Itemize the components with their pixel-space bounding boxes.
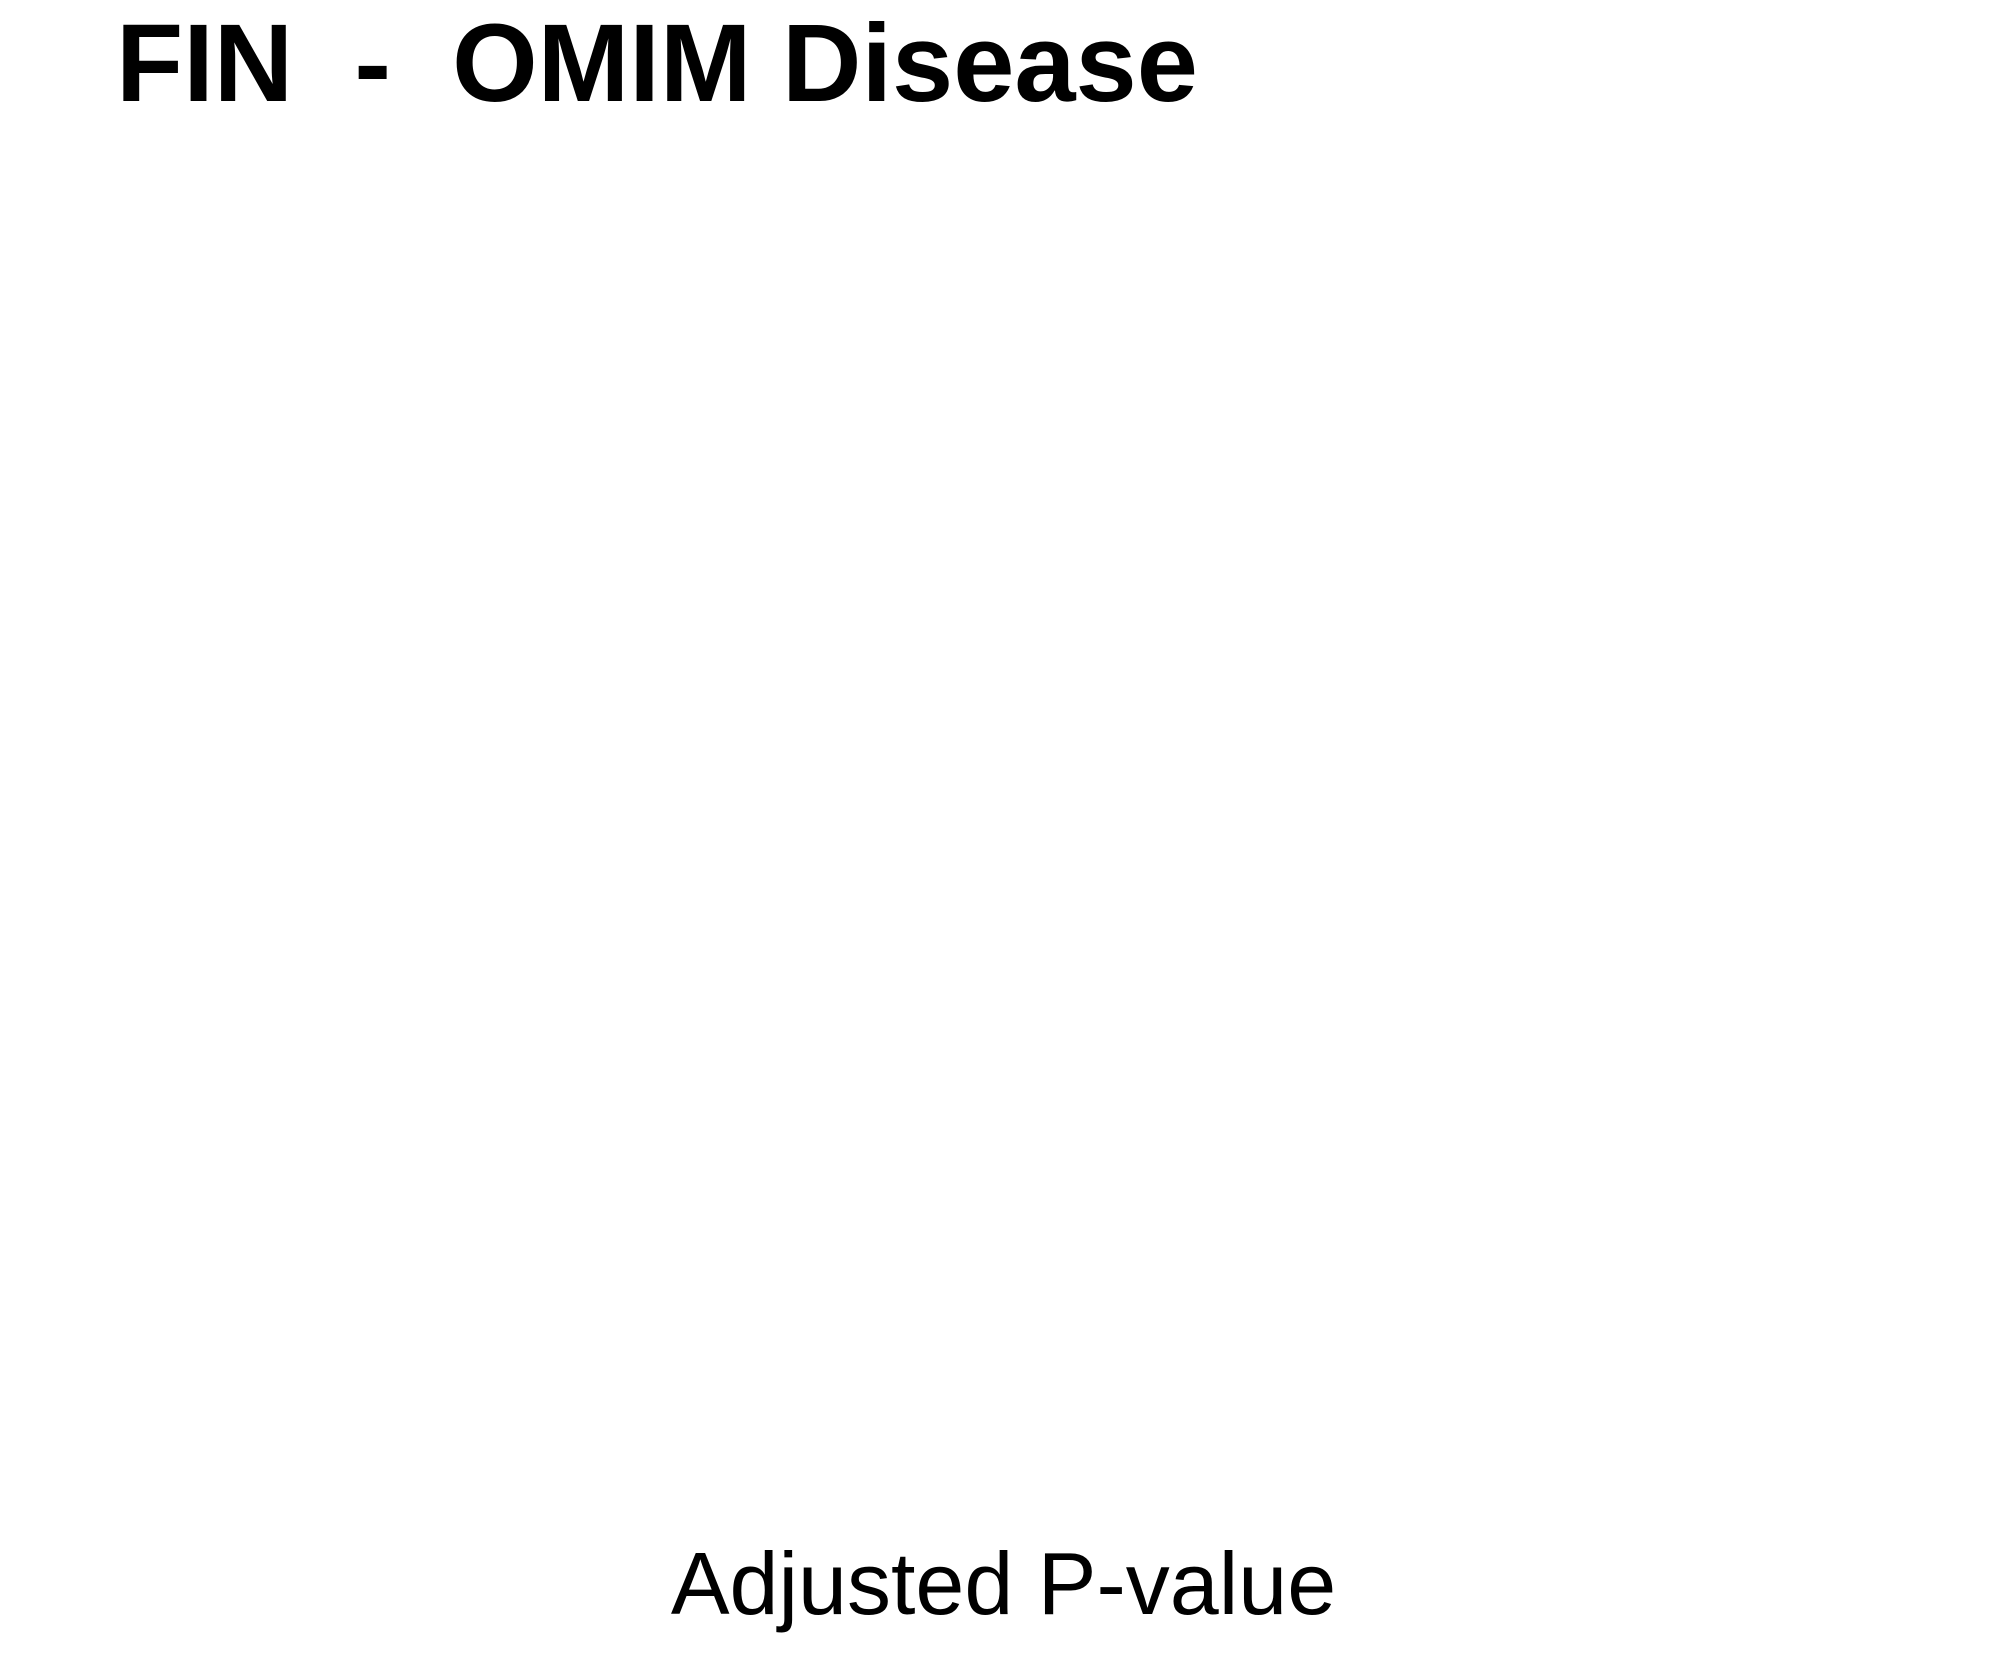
x-axis-label: Adjusted P-value <box>670 1534 1337 1633</box>
chart-title: FIN - OMIM Disease <box>116 2 1198 125</box>
plot-area <box>116 150 1906 1520</box>
